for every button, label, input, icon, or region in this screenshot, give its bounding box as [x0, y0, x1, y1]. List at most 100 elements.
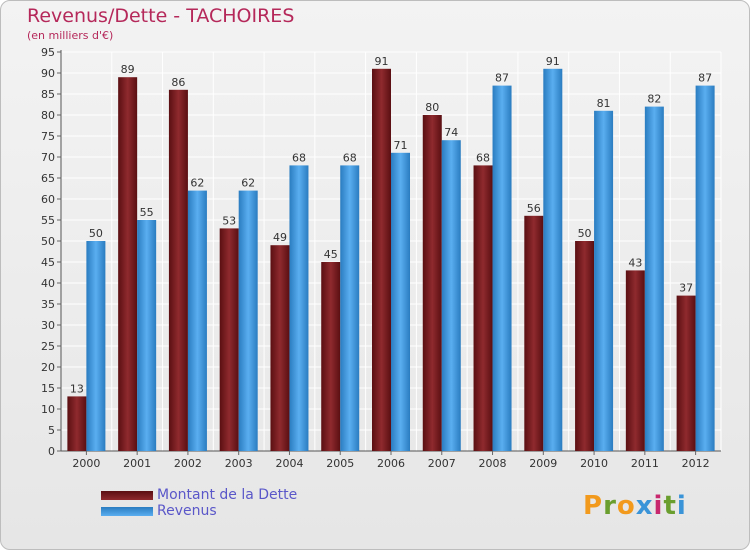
y-tick-label: 35	[41, 298, 55, 311]
legend-item-debt: Montant de la Dette	[101, 487, 297, 503]
logo-letter: x	[635, 491, 654, 521]
data-label-revenue: 87	[698, 72, 712, 85]
data-label-debt: 86	[171, 76, 185, 89]
bar-debt-2003	[219, 228, 239, 451]
bar-revenue-2001	[137, 220, 157, 451]
legend-swatch-debt	[101, 490, 153, 500]
logo-letter: r	[603, 491, 617, 521]
data-label-debt: 50	[578, 227, 592, 240]
bar-debt-2006	[372, 68, 391, 452]
bar-debt-2004	[270, 245, 290, 451]
axes: 0 5 10 15 20 25 30 35 40 45 50 55 60 65 70 75 80 85 90 95 20…	[41, 46, 721, 470]
y-tick-label: 75	[41, 130, 55, 143]
bar-debt-2009	[524, 215, 544, 451]
bar-revenue-2004	[289, 165, 309, 451]
legend-swatch-revenue	[101, 506, 153, 516]
x-tick-label: 2005	[326, 457, 354, 470]
bars	[67, 68, 715, 452]
data-label-revenue: 71	[394, 139, 408, 152]
data-label-debt: 80	[425, 101, 439, 114]
bar-revenue-2003	[238, 190, 258, 451]
y-tick-label: 5	[48, 424, 55, 437]
logo-letter: i	[676, 491, 687, 521]
data-label-debt: 37	[679, 282, 693, 295]
bar-debt-2000	[67, 396, 87, 451]
bar-revenue-2007	[441, 140, 461, 451]
bar-revenue-2009	[543, 68, 563, 452]
bar-revenue-2005	[340, 165, 360, 451]
bar-debt-2010	[575, 241, 595, 451]
logo-letter: i	[653, 491, 664, 521]
y-tick-label: 85	[41, 88, 55, 101]
chart-title: Revenus/Dette - TACHOIRES	[27, 5, 295, 27]
data-label-revenue: 68	[343, 151, 357, 164]
bar-debt-2011	[625, 270, 645, 451]
x-tick-label: 2001	[123, 457, 151, 470]
x-tick-label: 2011	[631, 457, 659, 470]
data-label-revenue: 55	[140, 206, 154, 219]
data-label-revenue: 74	[444, 126, 458, 139]
data-label-revenue: 87	[495, 72, 509, 85]
x-tick-label: 2004	[275, 457, 303, 470]
bar-debt-2007	[422, 115, 442, 451]
data-label-debt: 68	[476, 151, 490, 164]
data-label-debt: 49	[273, 231, 287, 244]
y-tick-label: 60	[41, 193, 55, 206]
x-tick-label: 2009	[529, 457, 557, 470]
bar-revenue-2000	[86, 241, 106, 451]
data-label-revenue: 62	[190, 177, 204, 190]
y-tick-label: 20	[41, 361, 55, 374]
bar-debt-2012	[676, 295, 696, 451]
proxiti-logo: Proxiti	[583, 491, 687, 521]
y-tick-label: 30	[41, 319, 55, 332]
data-label-debt: 56	[527, 202, 541, 215]
data-label-debt: 43	[628, 256, 642, 269]
legend-item-revenue: Revenus	[101, 503, 297, 519]
y-tick-label: 45	[41, 256, 55, 269]
chart-subtitle: (en milliers d'€)	[27, 29, 114, 42]
data-label-debt: 53	[222, 214, 236, 227]
bar-revenue-2008	[492, 85, 512, 451]
y-tick-label: 10	[41, 403, 55, 416]
x-tick-label: 2002	[174, 457, 202, 470]
data-labels: 13 89 86 53 49 45 91 80 68 56 50 43 37 50 55 62 62 68 68 71…	[70, 55, 712, 396]
y-tick-label: 90	[41, 67, 55, 80]
x-tick-label: 2008	[479, 457, 507, 470]
x-tick-label: 2006	[377, 457, 405, 470]
y-tick-label: 70	[41, 151, 55, 164]
bar-debt-2005	[321, 262, 341, 451]
y-tick-label: 25	[41, 340, 55, 353]
x-tick-label: 2000	[72, 457, 100, 470]
y-tick-label: 0	[48, 445, 55, 458]
data-label-revenue: 81	[597, 97, 611, 110]
logo-letter: t	[663, 491, 677, 521]
y-tick-label: 15	[41, 382, 55, 395]
bar-revenue-2006	[391, 152, 410, 452]
legend-label-revenue: Revenus	[157, 503, 217, 519]
data-label-revenue: 62	[241, 177, 255, 190]
y-tick-label: 65	[41, 172, 55, 185]
bar-revenue-2012	[695, 85, 715, 451]
bar-revenue-2010	[594, 110, 614, 452]
bar-debt-2008	[473, 165, 493, 451]
x-tick-label: 2010	[580, 457, 608, 470]
y-tick-label: 95	[41, 46, 55, 59]
legend: Montant de la Dette Revenus	[101, 487, 297, 519]
x-tick-label: 2012	[682, 457, 710, 470]
legend-label-debt: Montant de la Dette	[157, 487, 298, 503]
y-tick-label: 55	[41, 214, 55, 227]
data-label-debt: 45	[324, 248, 338, 261]
bar-revenue-2011	[644, 106, 664, 451]
data-label-debt: 13	[70, 382, 84, 395]
bar-debt-2002	[168, 89, 188, 452]
y-tick-label: 80	[41, 109, 55, 122]
data-label-debt: 91	[375, 55, 389, 68]
data-label-debt: 89	[121, 63, 135, 76]
logo-letter: o	[616, 491, 636, 521]
data-label-revenue: 91	[546, 55, 560, 68]
data-label-revenue: 82	[647, 93, 661, 106]
bar-revenue-2002	[187, 190, 207, 451]
logo-letter: P	[583, 491, 604, 521]
